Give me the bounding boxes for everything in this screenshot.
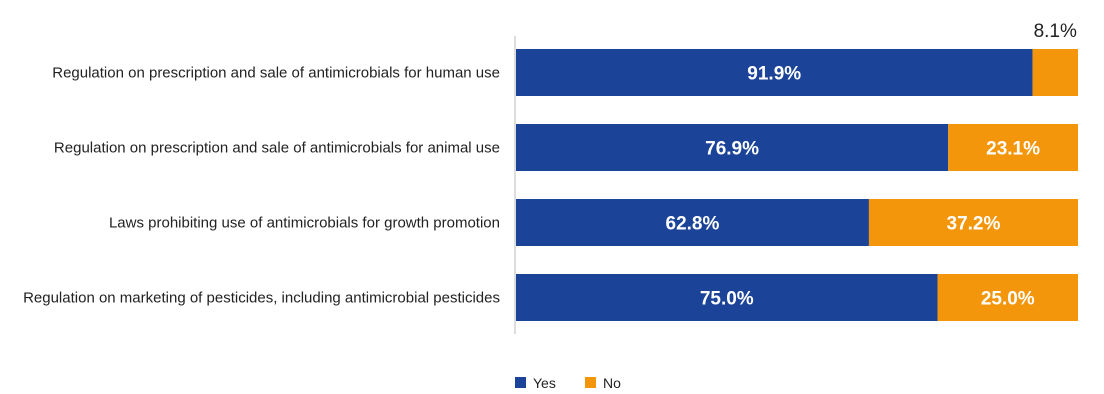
bars-group: Regulation on prescription and sale of a… — [23, 21, 1078, 321]
data-label: 25.0% — [981, 289, 1035, 310]
category-label: Regulation on prescription and sale of a… — [52, 65, 500, 82]
category-label: Regulation on marketing of pesticides, i… — [23, 290, 500, 307]
data-label: 23.1% — [986, 139, 1040, 160]
legend-label-no: No — [603, 375, 621, 391]
data-label: 37.2% — [947, 214, 1001, 235]
data-label: 8.1% — [1034, 21, 1077, 42]
legend: Yes No — [515, 375, 621, 391]
legend-swatch-no — [585, 377, 596, 388]
legend-swatch-yes — [515, 377, 526, 388]
bar-yes — [516, 124, 949, 171]
data-label: 75.0% — [700, 289, 754, 310]
bar-yes — [516, 274, 938, 321]
data-label: 76.9% — [705, 139, 759, 160]
bar-no — [937, 274, 1078, 321]
bar-no — [868, 199, 1078, 246]
legend-label-yes: Yes — [533, 375, 556, 391]
data-label: 91.9% — [747, 64, 801, 85]
bar-yes — [516, 199, 869, 246]
data-label: 62.8% — [666, 214, 720, 235]
bar-no — [948, 124, 1078, 171]
category-label: Laws prohibiting use of antimicrobials f… — [109, 215, 500, 232]
bar-yes — [516, 49, 1033, 96]
category-label: Regulation on prescription and sale of a… — [54, 140, 500, 157]
bar-no — [1032, 49, 1078, 96]
